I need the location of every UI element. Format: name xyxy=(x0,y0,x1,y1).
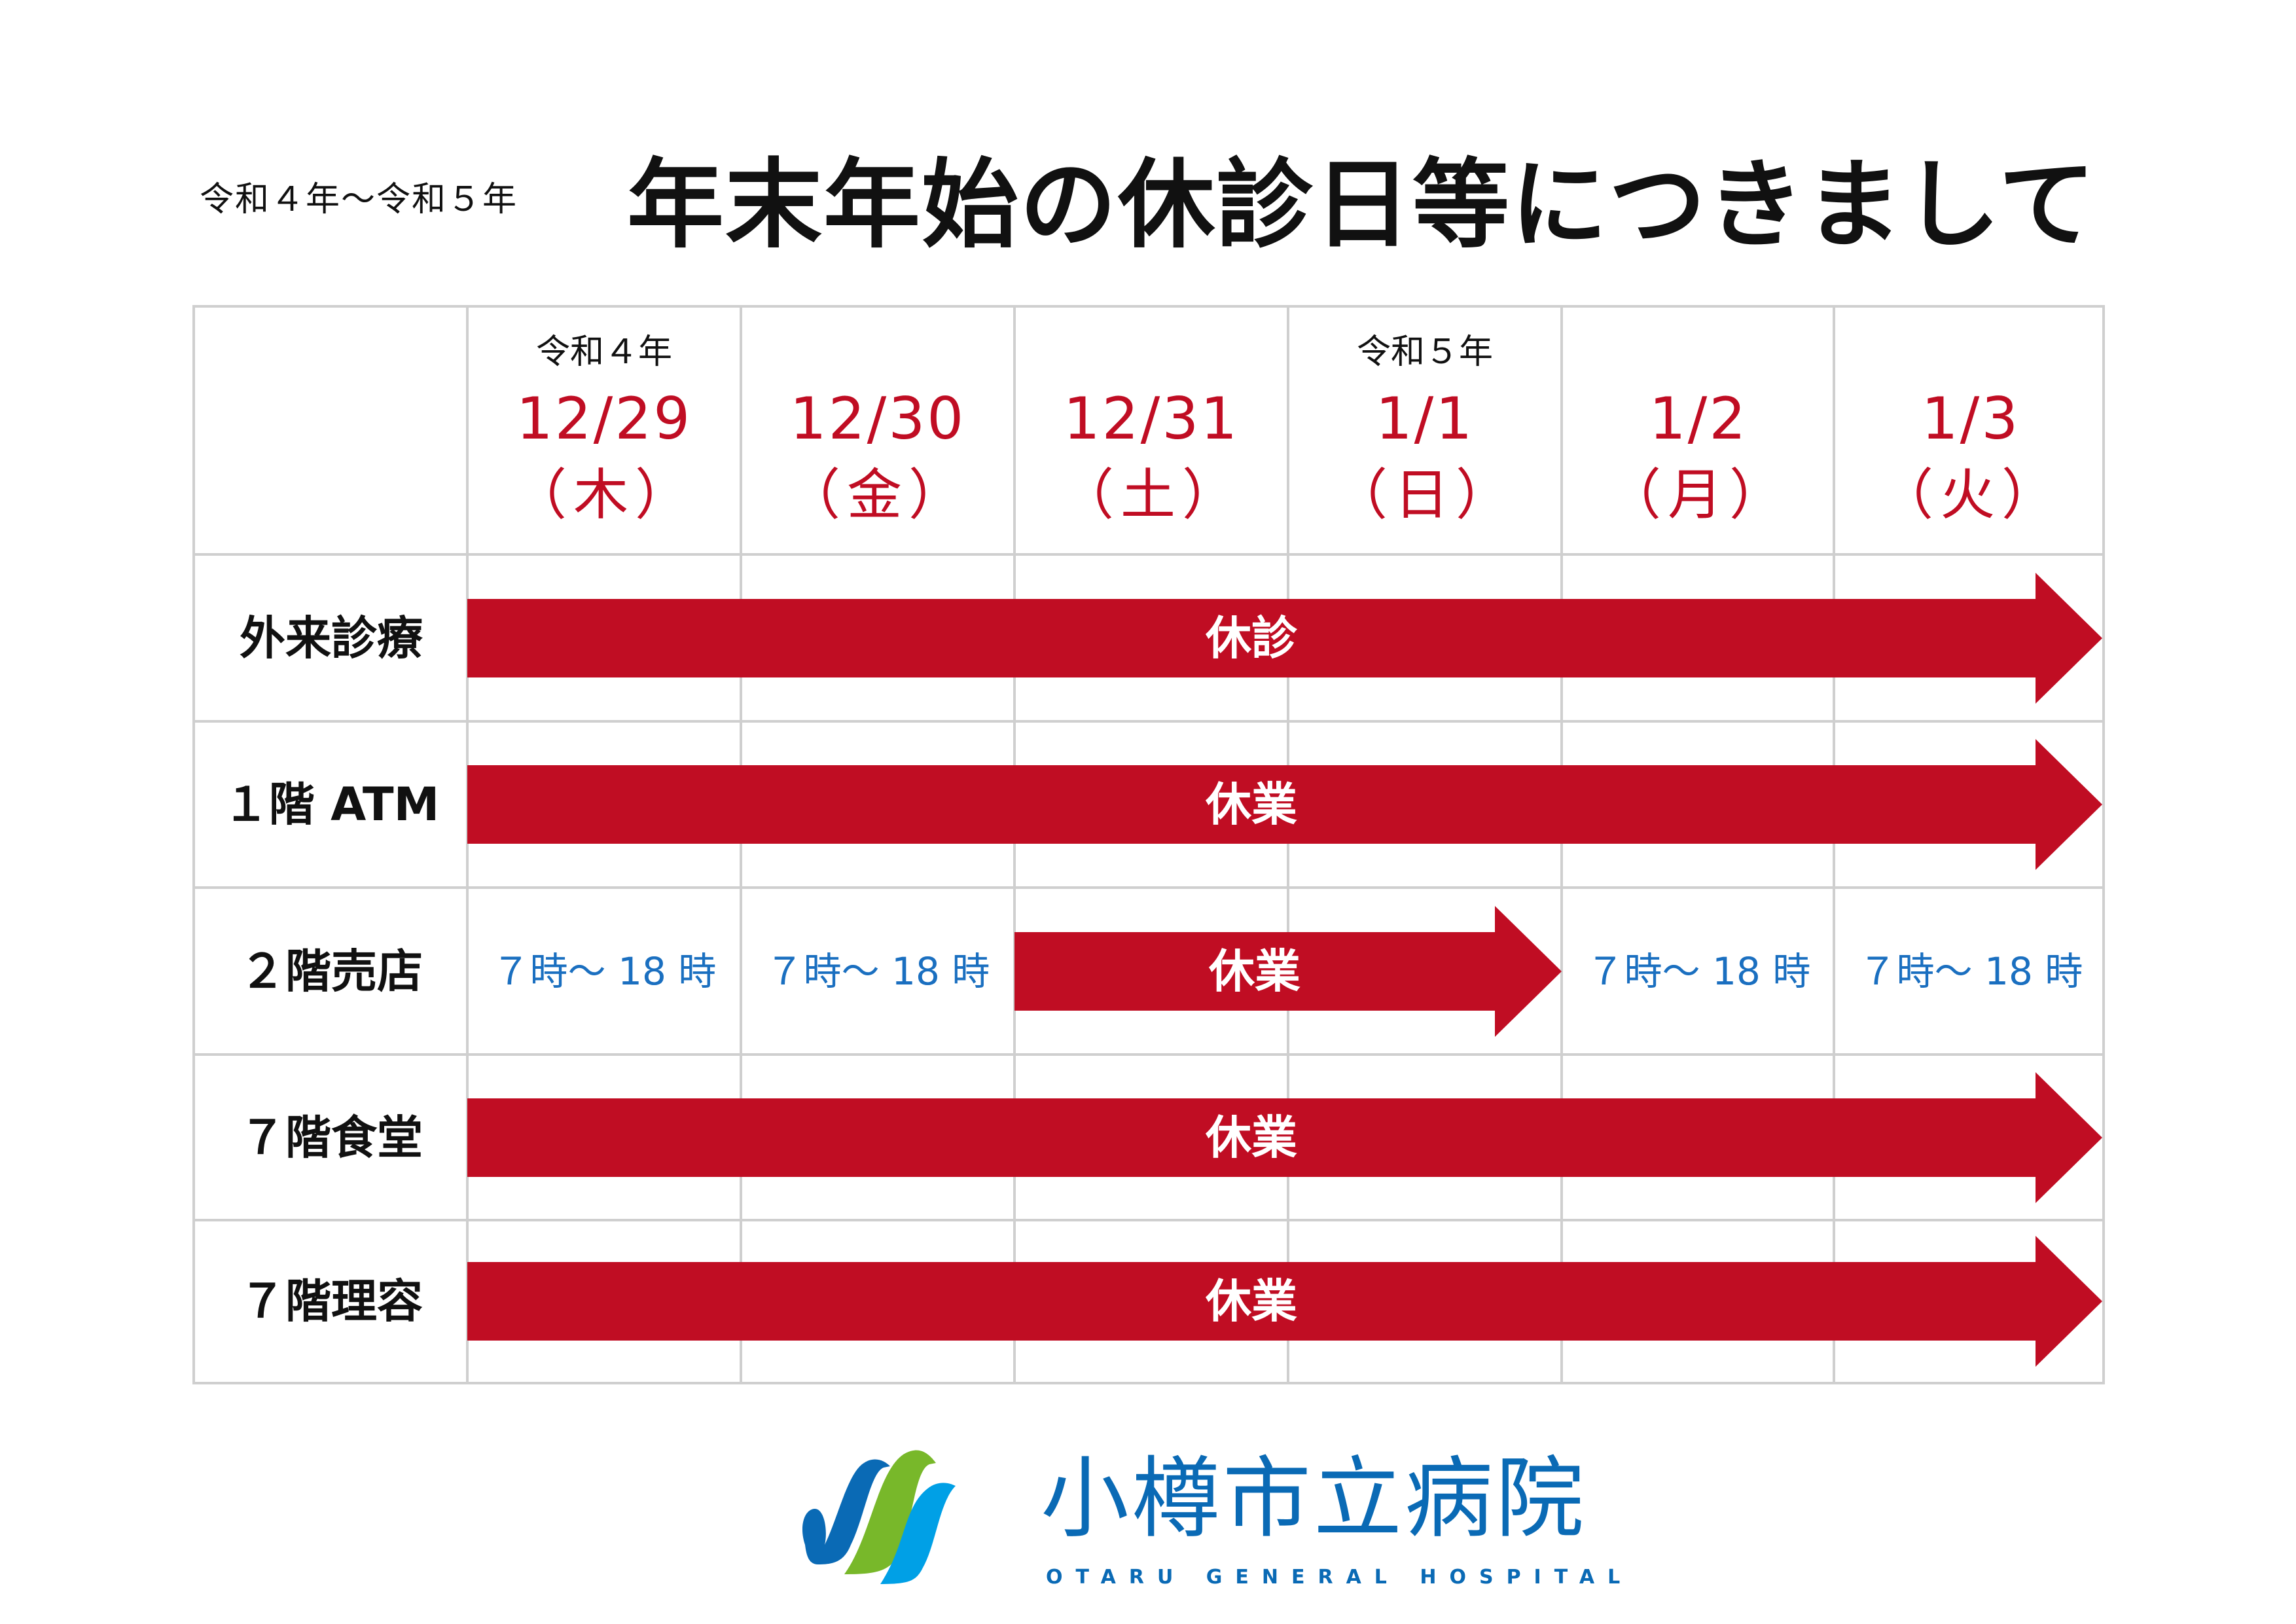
closed-label: 休業 xyxy=(1206,1274,1297,1328)
opening-hours: ７時〜 18 時 xyxy=(492,948,717,994)
date-column-header: 1/2 （月） xyxy=(1562,308,1835,554)
grid-row-line xyxy=(195,720,2102,723)
closed-label: 休診 xyxy=(1206,611,1297,665)
arrow-shape xyxy=(467,1235,2102,1367)
grid-column-line xyxy=(740,308,742,1382)
row-label: ７階理容 xyxy=(240,1274,423,1328)
grid-column-line xyxy=(1013,308,1016,1382)
period-subtitle: 令和４年〜令和５年 xyxy=(200,180,518,219)
grid-column-line xyxy=(466,308,469,1382)
date-column-header: 1/3 （火） xyxy=(1834,308,2108,554)
hospital-logo: 小樽市立病院 OTARU GENERAL HOSPITAL xyxy=(798,1447,1649,1597)
closed-arrow: 休業 xyxy=(1014,905,1562,1037)
grid-row-line xyxy=(195,886,2102,889)
date-column-header: 12/30 （金） xyxy=(741,308,1014,554)
closed-label: 休業 xyxy=(1206,1110,1297,1164)
arrow-shape xyxy=(467,739,2102,870)
row-label: ７階食堂 xyxy=(240,1110,423,1164)
arrow-shape xyxy=(1014,905,1562,1037)
grid-column-line xyxy=(1287,308,1289,1382)
date-label: 1/3 xyxy=(1921,385,2020,452)
closed-arrow: 休業 xyxy=(467,1235,2102,1367)
grid-row-line xyxy=(195,1219,2102,1221)
grid-column-line xyxy=(1560,308,1563,1382)
arrow-shape xyxy=(467,572,2102,704)
closed-arrow: 休業 xyxy=(467,739,2102,870)
row-label: １階 ATM xyxy=(223,778,440,831)
closed-label: 休業 xyxy=(1209,944,1300,998)
closed-arrow: 休診 xyxy=(467,572,2102,704)
date-label: 1/2 xyxy=(1649,385,1748,452)
date-column-header: 令和４年 12/29 （木） xyxy=(467,308,741,554)
weekday-label: （金） xyxy=(785,463,970,527)
weekday-label: （月） xyxy=(1605,463,1791,527)
logo-mark-icon xyxy=(802,1450,956,1584)
date-label: 12/29 xyxy=(516,385,692,452)
logo-name: 小樽市立病院 xyxy=(1041,1447,1587,1550)
arrow-shape xyxy=(467,1072,2102,1203)
row-label: ２階売店 xyxy=(240,944,423,998)
logo-english-name: OTARU GENERAL HOSPITAL xyxy=(1046,1566,1634,1589)
grid-row-line xyxy=(195,553,2102,556)
date-label: 12/30 xyxy=(789,385,966,452)
weekday-label: （土） xyxy=(1058,463,1244,527)
era-label: 令和４年 xyxy=(535,333,672,372)
opening-hours: ７時〜 18 時 xyxy=(1858,948,2083,994)
opening-hours: ７時〜 18 時 xyxy=(1586,948,1811,994)
date-column-header: 令和５年 1/1 （日） xyxy=(1288,308,1562,554)
date-column-header: 12/31 （土） xyxy=(1014,308,1288,554)
era-label: 令和５年 xyxy=(1356,333,1493,372)
opening-hours: ７時〜 18 時 xyxy=(765,948,990,994)
date-label: 1/1 xyxy=(1375,385,1475,452)
weekday-label: （火） xyxy=(1878,463,2063,527)
page-title: 年末年始の休診日等につきまして xyxy=(627,149,2097,261)
date-label: 12/31 xyxy=(1063,385,1240,452)
grid-row-line xyxy=(195,1053,2102,1056)
weekday-label: （木） xyxy=(511,463,696,527)
grid-column-line xyxy=(1833,308,1835,1382)
closed-label: 休業 xyxy=(1206,778,1297,831)
row-label: 外来診療 xyxy=(240,611,423,665)
closed-arrow: 休業 xyxy=(467,1072,2102,1203)
weekday-label: （日） xyxy=(1332,463,1517,527)
schedule-table: 令和４年 12/29 （木） 12/30 （金） 12/31 （土） 令和５年 1… xyxy=(192,305,2105,1384)
